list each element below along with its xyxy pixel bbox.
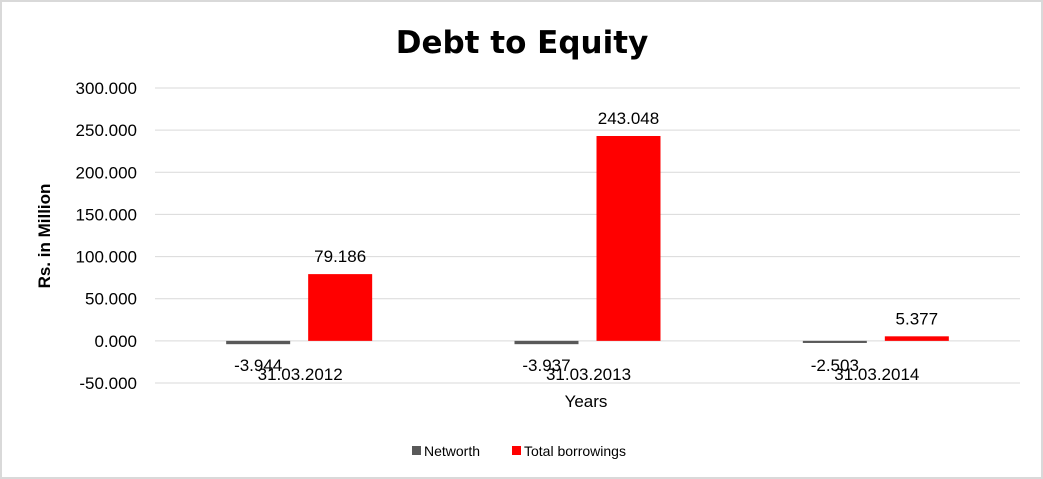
y-tick-label: 0.000 [94,332,137,351]
data-label: -3.944 [234,356,282,375]
chart-title: Debt to Equity [396,25,649,61]
y-tick-label: 100.000 [76,248,137,267]
bar-networth [514,340,579,345]
bar-total-borrowings [308,274,373,341]
data-label: 79.186 [314,247,366,266]
y-tick-label: 50.000 [85,290,137,309]
x-tick-label: 31.03.2013 [546,365,631,384]
y-tick-label: 250.000 [76,121,137,140]
legend-label: Total borrowings [524,443,626,459]
y-tick-label: 300.000 [76,79,137,98]
y-axis-label: Rs. in Million [35,184,54,289]
y-tick-label: 200.000 [76,163,137,182]
bar-total-borrowings [596,136,661,341]
x-tick-label: 31.03.2012 [258,365,343,384]
bar-networth [226,340,291,345]
data-label: -3.937 [522,356,570,375]
legend-swatch [512,446,521,455]
x-axis-label: Years [565,392,608,411]
y-tick-label: -50.000 [79,374,137,393]
legend-label: Networth [424,443,480,459]
data-label: 5.377 [896,309,939,328]
x-tick-label: 31.03.2014 [834,365,919,384]
y-tick-label: 150.000 [76,205,137,224]
data-label: -2.503 [811,356,859,375]
data-label: 243.048 [598,109,659,128]
bar-networth [802,340,867,343]
legend-swatch [412,446,421,455]
bar-total-borrowings [884,336,949,341]
